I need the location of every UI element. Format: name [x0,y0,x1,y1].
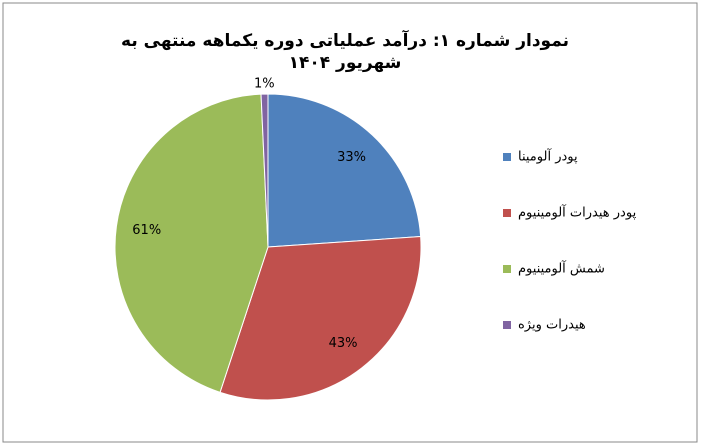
chart-title: نمودار شماره ۱: درآمد عملیاتی دوره یکماه… [121,31,569,73]
data-label: 43% [329,336,358,351]
pie-slice [267,93,422,248]
legend-swatch [503,209,511,217]
legend-label: پودر آلومینا [518,148,578,165]
legend-label: هیدرات ویژه [518,318,586,333]
data-label: 33% [337,150,366,165]
legend-swatch [503,153,511,161]
pie-slice [219,236,422,401]
pie-slice [260,93,269,248]
legend-swatch [503,265,511,273]
legend-label: پودر هیدرات آلومینیوم [518,204,637,221]
legend-label: شمش آلومینیوم [518,260,605,277]
data-label: 61% [132,223,161,238]
data-label: 1% [254,77,275,92]
pie-slice [114,93,269,393]
legend-swatch [503,321,511,329]
